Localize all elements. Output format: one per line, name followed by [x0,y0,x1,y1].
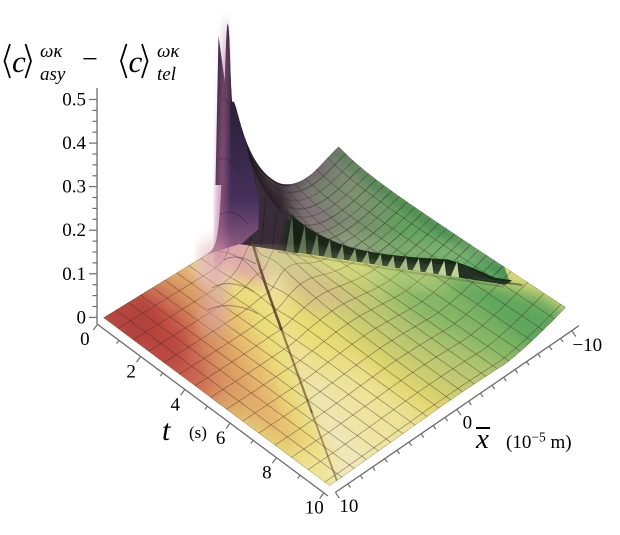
svg-text:−: − [82,44,98,75]
svg-text:0.4: 0.4 [62,133,86,154]
svg-text:ωκ: ωκ [40,41,63,62]
svg-text:(10−5 m): (10−5 m) [506,430,572,454]
svg-text:ωκ: ωκ [157,41,180,62]
svg-text:10: 10 [305,498,324,519]
svg-text:0.2: 0.2 [62,220,86,241]
svg-text:x: x [475,423,489,455]
svg-text:asy: asy [40,64,66,85]
svg-text:−10: −10 [572,335,602,356]
svg-text:0.5: 0.5 [62,90,86,111]
svg-text:8: 8 [262,462,272,483]
svg-text:t: t [162,414,171,447]
svg-text:4: 4 [171,394,181,415]
svg-text:6: 6 [216,428,226,449]
svg-text:0: 0 [80,329,90,350]
svg-text:0: 0 [77,307,87,328]
svg-text:0.1: 0.1 [62,264,86,285]
svg-text:c: c [12,44,26,79]
svg-text:tel: tel [157,64,176,85]
svg-text:c: c [129,44,143,79]
svg-text:(s): (s) [189,423,207,442]
svg-text:10: 10 [339,496,358,517]
svg-text:2: 2 [126,361,136,382]
svg-text:0.3: 0.3 [62,177,86,198]
svg-text:0: 0 [463,413,473,434]
